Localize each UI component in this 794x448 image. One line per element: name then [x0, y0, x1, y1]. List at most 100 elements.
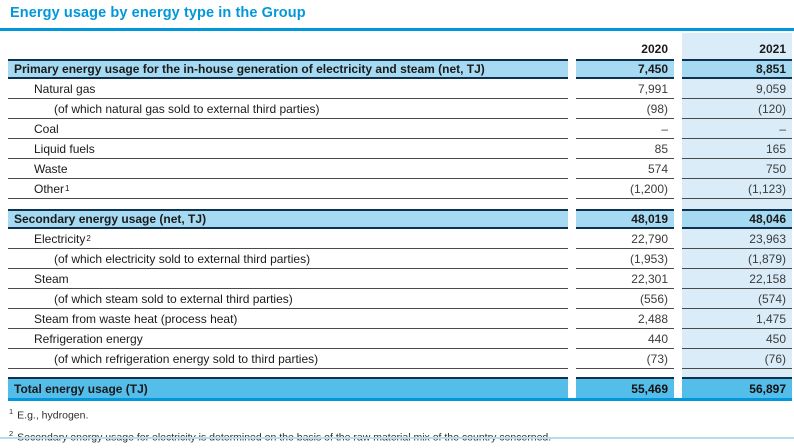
column-gutter [568, 139, 576, 159]
column-gutter [674, 79, 682, 99]
row-label: Coal [8, 119, 568, 139]
row-label-text: Electricity [34, 231, 86, 246]
table-row-refrigeration-energy: Refrigeration energy 440 450 [8, 329, 792, 349]
value-2020: 7,450 [576, 59, 674, 79]
row-label-text: Primary energy usage for the in-house ge… [14, 62, 485, 76]
value-2020: (556) [576, 289, 674, 309]
row-label-text: Coal [34, 121, 59, 136]
row-label: Waste [8, 159, 568, 179]
table-row-primary-section: Primary energy usage for the in-house ge… [8, 59, 792, 79]
value-2021: 1,475 [682, 309, 792, 329]
row-label-text: Steam from waste heat (process heat) [34, 311, 238, 326]
value-2020: (1,200) [576, 179, 674, 199]
page-title: Energy usage by energy type in the Group [10, 5, 306, 21]
spacer-cell [8, 199, 792, 209]
row-label-text: Waste [34, 161, 68, 176]
energy-usage-table: 2020 2021 Primary energy usage for the i… [8, 38, 792, 398]
value-2020: 574 [576, 159, 674, 179]
value-2021: 165 [682, 139, 792, 159]
value-2021: 450 [682, 329, 792, 349]
column-gutter [674, 349, 682, 369]
value-2020: (1,953) [576, 249, 674, 269]
column-gutter [674, 209, 682, 229]
row-label: (of which electricity sold to external t… [8, 249, 568, 269]
value-2021: 22,158 [682, 269, 792, 289]
title-underline [0, 28, 794, 31]
footnote-1-marker: 1 [9, 407, 14, 416]
table-row-steam: Steam 22,301 22,158 [8, 269, 792, 289]
table-row-electricity-sold: (of which electricity sold to external t… [8, 249, 792, 269]
row-label-text: Steam [34, 271, 69, 286]
value-2021: (1,123) [682, 179, 792, 199]
value-2020: 22,790 [576, 229, 674, 249]
footnote-1: 1 E.g., hydrogen. [9, 405, 551, 423]
value-2021: 750 [682, 159, 792, 179]
column-gutter [674, 309, 682, 329]
value-2020: – [576, 119, 674, 139]
value-2021: – [682, 119, 792, 139]
table-row-electricity: Electricity 2 22,790 23,963 [8, 229, 792, 249]
row-label: (of which steam sold to external third p… [8, 289, 568, 309]
row-label: Refrigeration energy [8, 329, 568, 349]
value-2020: 48,019 [576, 209, 674, 229]
column-gutter [674, 179, 682, 199]
value-2020: 2,488 [576, 309, 674, 329]
table-row-secondary-section: Secondary energy usage (net, TJ) 48,019 … [8, 209, 792, 229]
section-spacer [8, 199, 792, 209]
column-gutter [568, 269, 576, 289]
row-label: Steam from waste heat (process heat) [8, 309, 568, 329]
footnotes: 1E.g., hydrogen. 2Secondary energy usage… [9, 405, 551, 448]
value-2021: (120) [682, 99, 792, 119]
column-header-2020: 2020 [641, 41, 668, 56]
row-label: Natural gas [8, 79, 568, 99]
row-label: Electricity 2 [8, 229, 568, 249]
value-2020: 440 [576, 329, 674, 349]
row-label-text: Total energy usage (TJ) [14, 381, 148, 396]
row-label: (of which refrigeration energy sold to t… [8, 349, 568, 369]
column-gutter [674, 159, 682, 179]
column-gutter [568, 38, 576, 59]
value-2021: (76) [682, 349, 792, 369]
column-gutter [568, 329, 576, 349]
value-2021: (574) [682, 289, 792, 309]
column-gutter [568, 119, 576, 139]
row-label-text: Secondary energy usage (net, TJ) [14, 212, 207, 226]
row-label-text: Other [34, 181, 65, 196]
header-spacer [8, 38, 568, 59]
row-label-text: (of which natural gas sold to external t… [54, 101, 320, 116]
spacer-cell [8, 369, 792, 377]
table-row-other: Other 1 (1,200) (1,123) [8, 179, 792, 199]
footnote-2: 2Secondary energy usage for electricity … [9, 427, 551, 445]
row-label: Other 1 [8, 179, 568, 199]
row-label-text: (of which refrigeration energy sold to t… [54, 351, 319, 366]
table-row-refrigeration-sold: (of which refrigeration energy sold to t… [8, 349, 792, 369]
column-gutter [568, 289, 576, 309]
column-gutter [674, 289, 682, 309]
column-gutter [568, 159, 576, 179]
column-gutter [568, 249, 576, 269]
column-gutter [568, 99, 576, 119]
column-gutter [674, 99, 682, 119]
value-2020: (73) [576, 349, 674, 369]
column-gutter [674, 377, 682, 398]
table-row-liquid-fuels: Liquid fuels 85 165 [8, 139, 792, 159]
value-2020: (98) [576, 99, 674, 119]
value-2021: 8,851 [682, 59, 792, 79]
section-spacer [8, 369, 792, 377]
row-label: Total energy usage (TJ) [8, 377, 568, 398]
table-row-coal: Coal – – [8, 119, 792, 139]
value-2020: 55,469 [576, 377, 674, 398]
table-row-steam-waste-heat: Steam from waste heat (process heat) 2,4… [8, 309, 792, 329]
value-2021: (1,879) [682, 249, 792, 269]
column-gutter [674, 249, 682, 269]
column-gutter [568, 79, 576, 99]
table-row-total: Total energy usage (TJ) 55,469 56,897 [8, 377, 792, 398]
row-label-text: (of which electricity sold to external t… [54, 251, 311, 266]
column-gutter [568, 179, 576, 199]
value-2020: 22,301 [576, 269, 674, 289]
column-gutter [674, 59, 682, 79]
value-2021: 56,897 [682, 377, 792, 398]
value-2020: 85 [576, 139, 674, 159]
column-gutter [674, 119, 682, 139]
table-row-waste: Waste 574 750 [8, 159, 792, 179]
